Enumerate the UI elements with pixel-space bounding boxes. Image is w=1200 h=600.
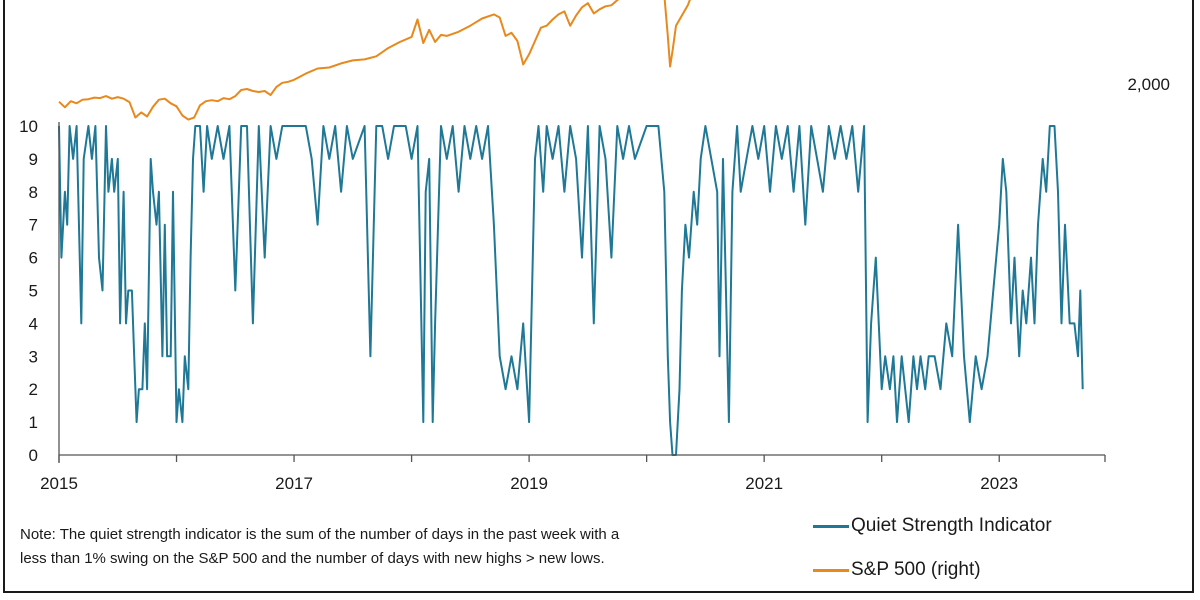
y-tick-label: 4 [29,314,38,333]
footnote-line-2: less than 1% swing on the S&P 500 and th… [20,550,605,567]
y-tick-label: 1 [29,413,38,432]
y-tick-label: 7 [29,216,38,235]
footnote-line-1: Note: The quiet strength indicator is th… [20,526,620,543]
y-tick-label: 5 [29,282,38,301]
legend-label-quiet-strength: Quiet Strength Indicator [851,515,1052,536]
legend-swatch-quiet-strength [813,524,849,528]
legend-label-sp500: S&P 500 (right) [851,559,981,580]
y-tick-label: 6 [29,249,38,268]
quiet-strength-series-line [58,125,1084,456]
legend: Quiet Strength Indicator S&P 500 (right) [813,504,1052,592]
x-tick-label: 2015 [40,474,78,493]
legend-swatch-sp500 [813,568,849,572]
legend-item-quiet-strength: Quiet Strength Indicator [813,504,1052,548]
sp500-series-line [58,0,691,121]
axis-layer: 0 1 2 3 4 5 6 7 8 9 10 2015 2017 2019 2021 2023 [19,117,1106,493]
x-tick-label: 2019 [510,474,548,493]
x-tick-label: 2023 [980,474,1018,493]
footnote: Note: The quiet strength indicator is th… [20,523,740,571]
y-tick-label: 8 [29,183,38,202]
y-tick-label: 3 [29,347,38,366]
legend-item-sp500: S&P 500 (right) [813,548,1052,592]
y-tick-label: 10 [19,117,38,136]
x-tick-label: 2017 [275,474,313,493]
series-layer [58,0,1084,456]
chart-frame: 0 1 2 3 4 5 6 7 8 9 10 2015 2017 2019 2021 2023 2,000 N… [3,0,1194,593]
y-tick-label: 2 [29,380,38,399]
y-tick-label: 0 [29,446,38,465]
right-axis-tick-label: 2,000 [1127,75,1170,94]
y-tick-label: 9 [29,150,38,169]
x-tick-label: 2021 [745,474,783,493]
line-chart: 0 1 2 3 4 5 6 7 8 9 10 2015 2017 2019 2021 2023 2,000 [19,0,1170,493]
